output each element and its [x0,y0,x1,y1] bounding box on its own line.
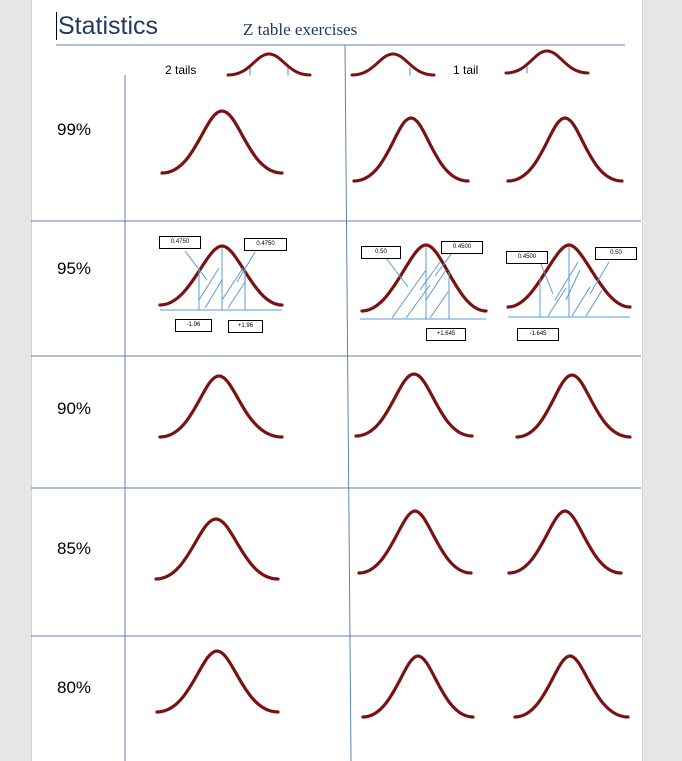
curve-90-two-tail [158,374,284,439]
curve-80-left-tail [513,654,630,719]
row-label-80: 80% [57,678,92,697]
grid-vertical-middle [344,44,352,761]
page-title: Statistics [58,12,159,40]
row-label-95: 95% [57,259,92,278]
leader-95-rt-left [385,257,409,288]
curve-99-right-tail [352,116,470,183]
header-one-tail: 1 tail [453,63,479,77]
curve-95-left-tail [506,243,632,309]
z-box-two-tail-right: +1.96 [228,320,263,333]
curve-99-two-tail [160,109,284,175]
area-box-right-tail-left: 0.50 [361,246,401,259]
header-two-tails: 2 tails [165,63,197,77]
area-box-left-tail-right: 0.50 [595,247,637,260]
curve-85-right-tail [357,509,473,575]
hatch-95-two-tail [198,267,246,309]
curve-80-two-tail [155,649,280,714]
hatch-95-left-tail [547,261,603,317]
curve-85-left-tail [507,509,623,575]
text-cursor [56,12,57,40]
z-box-two-tail-left: -1.96 [175,319,212,332]
leader-95-right-area [236,251,256,283]
header-curve-one-tail-a [350,52,436,77]
curve-85-two-tail [154,517,280,581]
curve-80-right-tail [361,654,475,719]
curve-90-left-tail [515,373,632,439]
curve-95-right-tail [360,243,488,313]
z-box-right-tail: +1.645 [426,328,466,341]
leader-95-lt-left [540,263,554,295]
curve-90-right-tail [354,372,474,438]
leader-95-lt-right [589,261,610,295]
z-box-left-tail: -1.645 [517,328,559,341]
curve-95-two-tail [158,244,284,307]
leader-95-left-area [184,250,208,281]
page-subtitle: Z table exercises [243,20,358,39]
curve-99-left-tail [506,116,624,183]
area-box-left-tail-left: 0.4500 [506,251,548,264]
leader-95-rt-right [434,252,453,277]
row-label-99: 99% [57,120,92,139]
area-box-two-tail-right: 0.4750 [244,238,287,251]
hatch-95-right-tail [391,261,449,319]
header-curve-one-tail-b [504,49,590,75]
header-curve-two-tails [226,52,312,77]
document-page [31,0,643,761]
row-label-85: 85% [57,539,92,558]
area-box-two-tail-left: 0.4750 [159,236,201,249]
area-box-right-tail-right: 0.4500 [441,241,483,254]
row-label-90: 90% [57,399,92,418]
